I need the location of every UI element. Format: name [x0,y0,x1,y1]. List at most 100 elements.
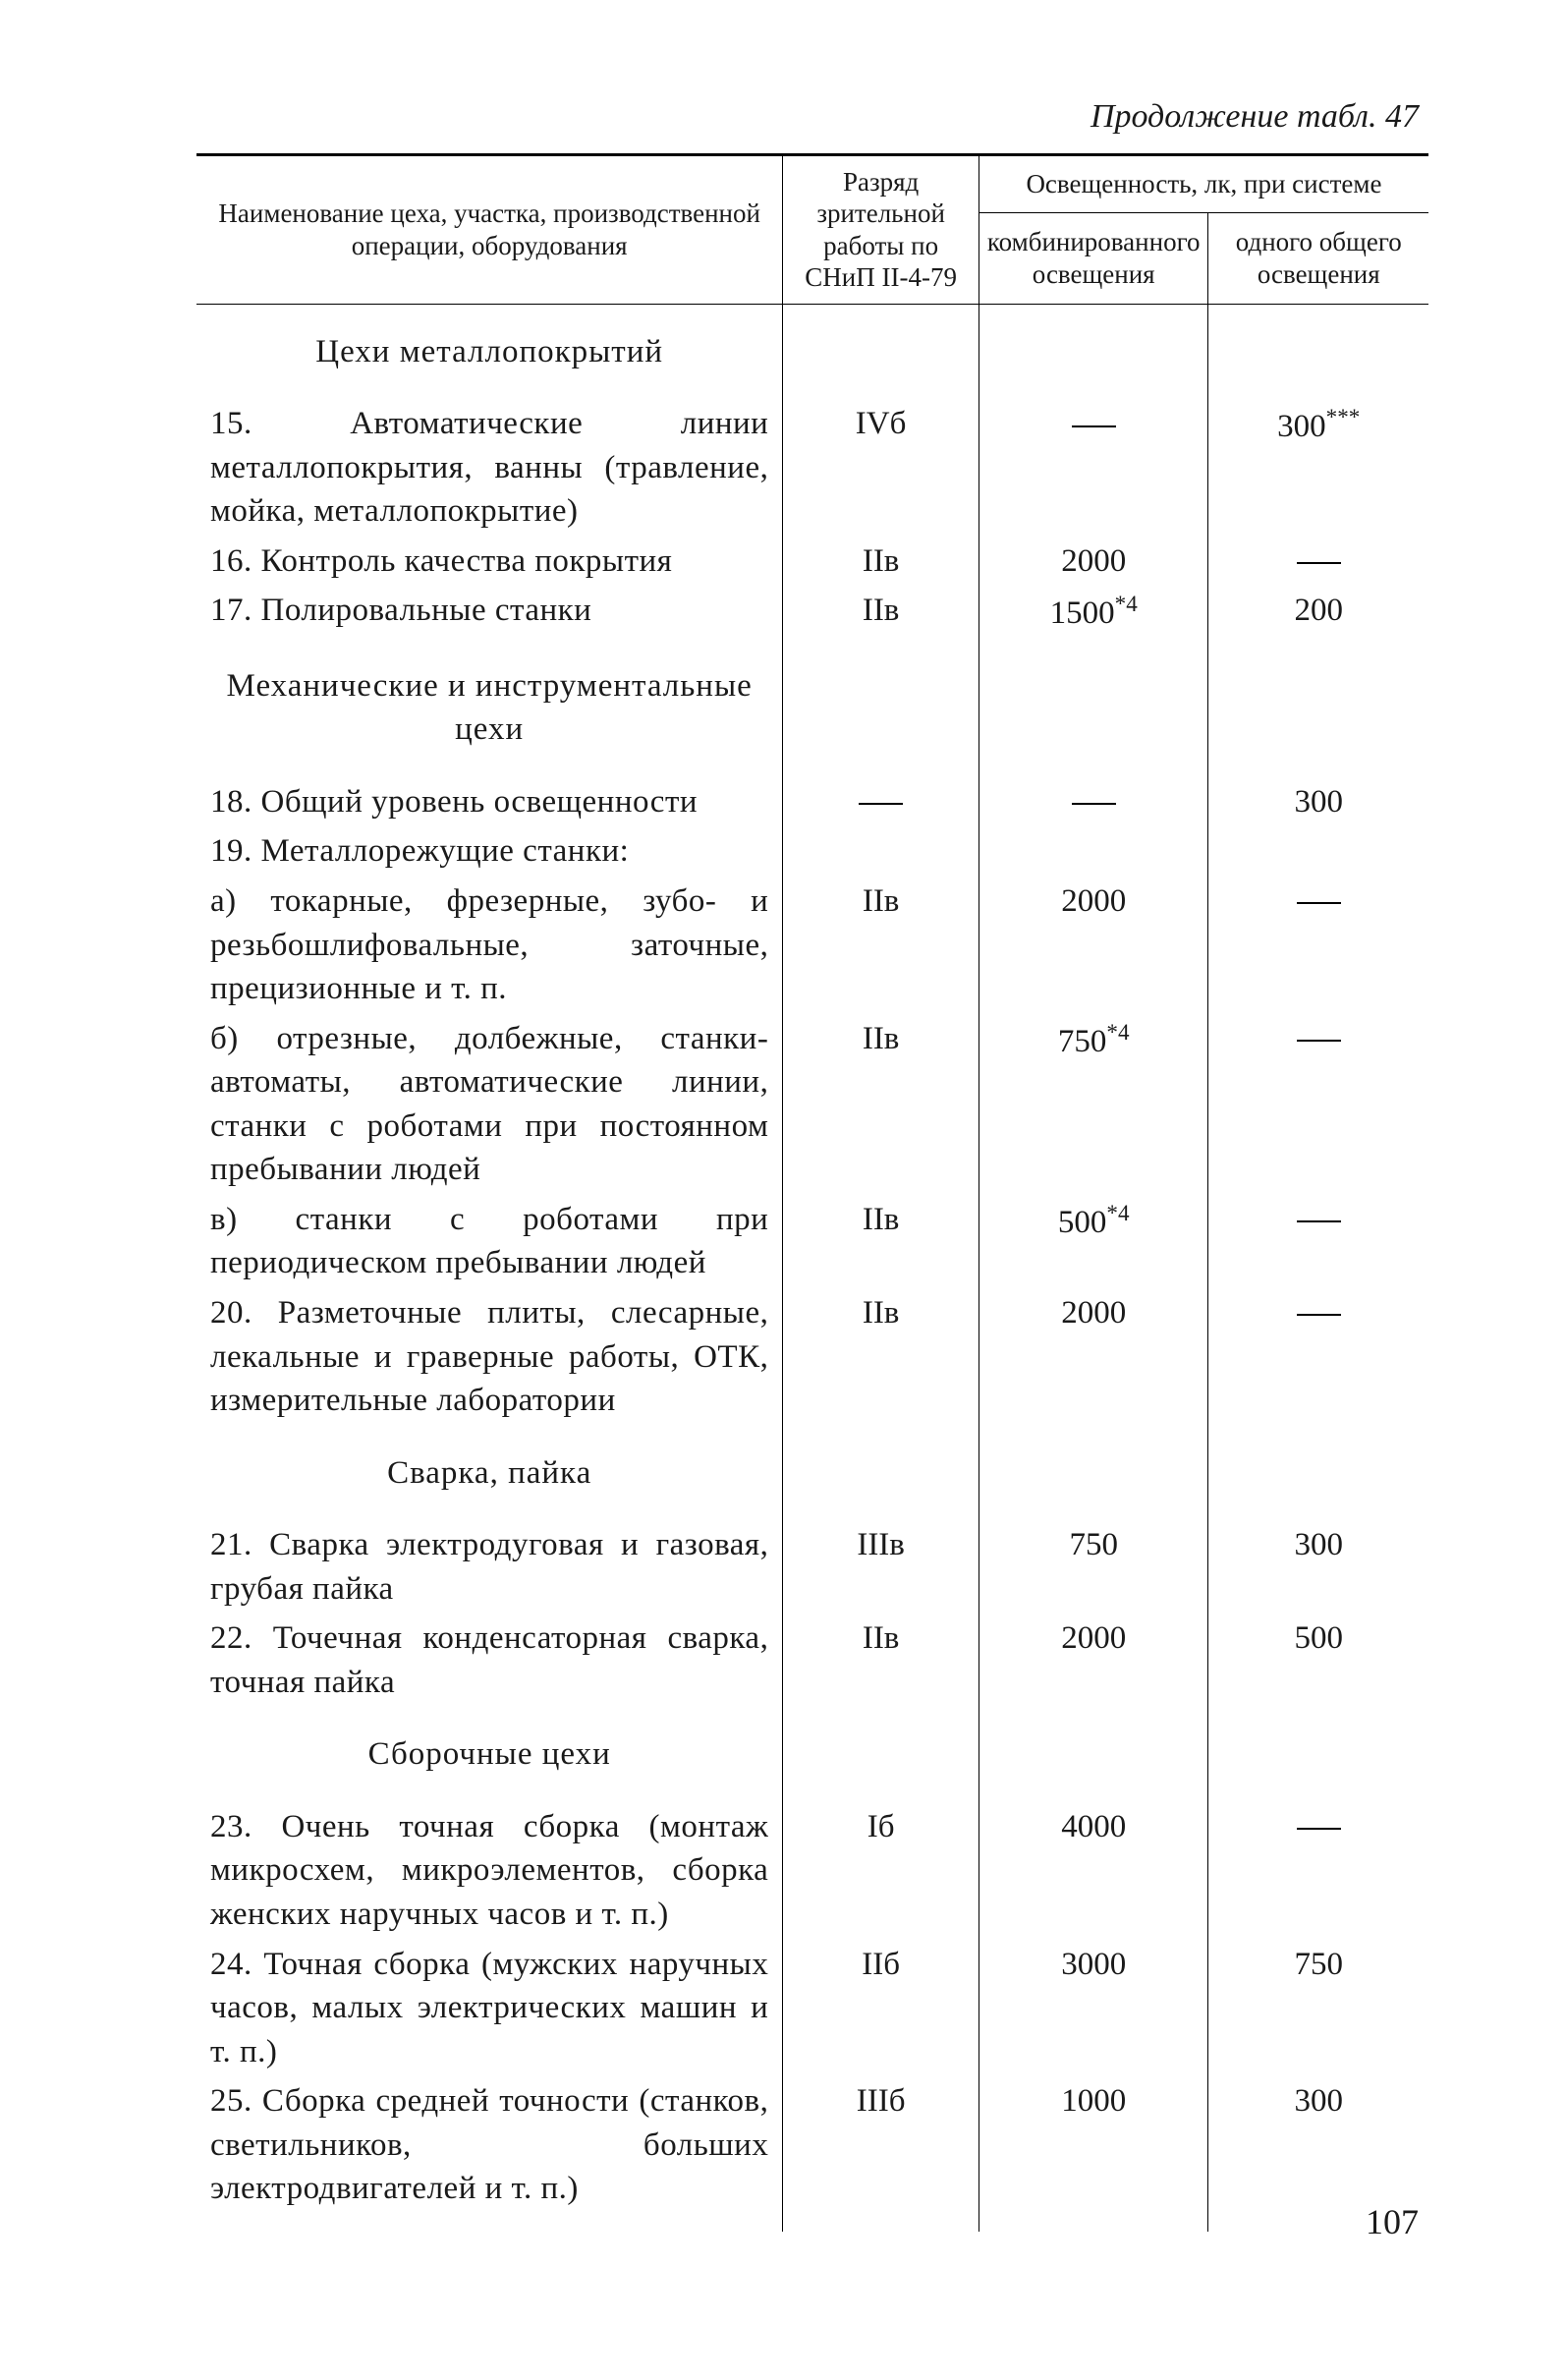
row-general: 200 [1208,586,1428,639]
table-row: 21. Сварка электродуговая и газовая, гру… [196,1520,1428,1614]
row-general: 300 [1208,1520,1428,1614]
row-category: IIIв [783,1520,979,1614]
section-title: Сварка, пайка [196,1426,783,1521]
header-general: одного общего освещения [1208,212,1428,304]
table-row: 16. Контроль качества покрытияIIв2000 [196,537,1428,587]
row-general [1208,537,1428,587]
table-row: 18. Общий уровень освещенности300 [196,777,1428,827]
row-name: 17. Полировальные станки [196,586,783,639]
row-combined: 2000 [979,537,1208,587]
row-name: б) отрезные, долбежные, станки-автоматы,… [196,1014,783,1195]
spacer-cell [979,2214,1208,2232]
header-name: Наименование цеха, участка, производстве… [196,155,783,305]
row-category: IVб [783,399,979,537]
em-dash-icon [1297,1220,1341,1222]
empty-cell [979,304,1208,399]
row-category: Iб [783,1802,979,1940]
em-dash-icon [1297,1314,1341,1316]
empty-cell [1208,639,1428,777]
row-category: IIв [783,1288,979,1426]
row-category: IIв [783,537,979,587]
section-title: Сборочные цехи [196,1707,783,1802]
empty-cell [783,1426,979,1521]
row-name: 19. Металлорежущие станки: [196,826,783,877]
row-category: IIв [783,1614,979,1707]
row-general [1208,1195,1428,1288]
table-row: 15. Автоматические линии металлопокрытия… [196,399,1428,537]
row-name: 24. Точная сборка (мужских наручных часо… [196,1940,783,2077]
empty-cell [979,1426,1208,1521]
section-title: Цехи металлопокрытий [196,304,783,399]
row-combined: 2000 [979,1614,1208,1707]
row-combined [979,777,1208,827]
empty-cell [783,304,979,399]
row-name: 20. Разметочные плиты, слесарные, лекаль… [196,1288,783,1426]
row-combined [979,826,1208,877]
spacer-cell [783,2214,979,2232]
continuation-caption: Продолжение табл. 47 [196,98,1428,136]
row-combined [979,399,1208,537]
row-combined: 500*4 [979,1195,1208,1288]
row-combined: 2000 [979,1288,1208,1426]
row-combined: 750*4 [979,1014,1208,1195]
spacer-cell [196,2214,783,2232]
row-name: 21. Сварка электродуговая и газовая, гру… [196,1520,783,1614]
row-category [783,777,979,827]
illumination-table: Наименование цеха, участка, производстве… [196,153,1428,2232]
row-combined: 3000 [979,1940,1208,2077]
row-general: 500 [1208,1614,1428,1707]
row-combined: 1000 [979,2076,1208,2214]
em-dash-icon [859,803,903,805]
em-dash-icon [1297,902,1341,904]
empty-cell [979,1707,1208,1802]
row-general: 300*** [1208,399,1428,537]
row-general [1208,1288,1428,1426]
page-number: 107 [1366,2201,1419,2242]
row-general: 750 [1208,1940,1428,2077]
row-name: в) станки с роботами при периодическом п… [196,1195,783,1288]
row-category: IIв [783,1014,979,1195]
row-combined: 750 [979,1520,1208,1614]
header-illumination-group: Освещенность, лк, при системе [979,155,1428,213]
em-dash-icon [1297,562,1341,564]
row-combined: 2000 [979,877,1208,1014]
row-name: а) токарные, фрезерные, зубо- и резьбошл… [196,877,783,1014]
table-row: б) отрезные, долбежные, станки-автоматы,… [196,1014,1428,1195]
em-dash-icon [1072,803,1116,805]
row-name: 22. Точечная конденсаторная сварка, точн… [196,1614,783,1707]
table-row: 23. Очень точная сборка (монтаж микросхе… [196,1802,1428,1940]
em-dash-icon [1297,1828,1341,1830]
row-general [1208,1014,1428,1195]
table-row: 17. Полировальные станкиIIв1500*4200 [196,586,1428,639]
row-category: IIб [783,1940,979,2077]
row-name: 16. Контроль качества покрытия [196,537,783,587]
table-row: 25. Сборка средней точности (станков, св… [196,2076,1428,2214]
row-combined: 4000 [979,1802,1208,1940]
row-name: 25. Сборка средней точности (станков, св… [196,2076,783,2214]
table-row: 19. Металлорежущие станки: [196,826,1428,877]
empty-cell [783,1707,979,1802]
empty-cell [979,639,1208,777]
row-category: IIв [783,877,979,1014]
row-general [1208,826,1428,877]
row-category: IIв [783,1195,979,1288]
header-category: Разряд зрительной работы по СНиП II-4-79 [783,155,979,305]
table-row: а) токарные, фрезерные, зубо- и резьбошл… [196,877,1428,1014]
table-row: 22. Точечная конденсаторная сварка, точн… [196,1614,1428,1707]
row-category [783,826,979,877]
empty-cell [1208,1707,1428,1802]
empty-cell [1208,1426,1428,1521]
row-category: IIIб [783,2076,979,2214]
header-combined: комбинированного освещения [979,212,1208,304]
row-name: 15. Автоматические линии металлопокрытия… [196,399,783,537]
section-title: Механические и инструментальные цехи [196,639,783,777]
em-dash-icon [1297,1040,1341,1042]
row-general: 300 [1208,2076,1428,2214]
empty-cell [783,639,979,777]
table-row: в) станки с роботами при периодическом п… [196,1195,1428,1288]
row-combined: 1500*4 [979,586,1208,639]
empty-cell [1208,304,1428,399]
table-row: 24. Точная сборка (мужских наручных часо… [196,1940,1428,2077]
row-category: IIв [783,586,979,639]
table-row: 20. Разметочные плиты, слесарные, лекаль… [196,1288,1428,1426]
